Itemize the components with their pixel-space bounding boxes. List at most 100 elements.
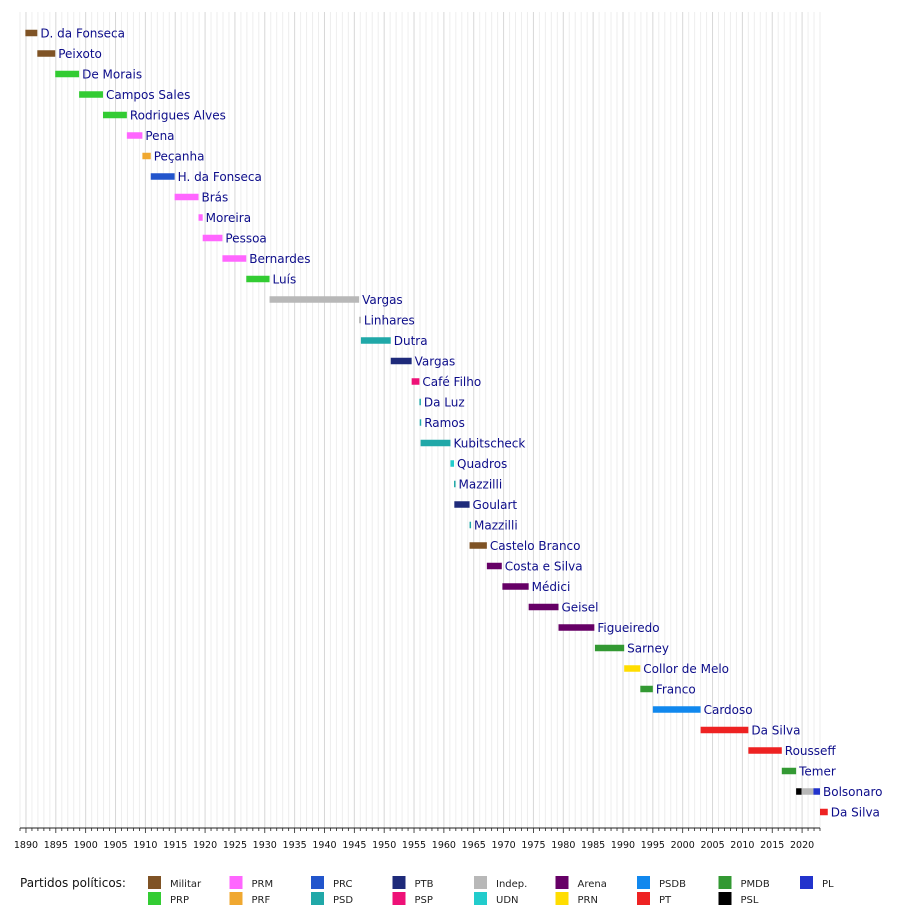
president-bar <box>55 70 80 78</box>
president-bar <box>796 788 802 795</box>
legend-label: UDN <box>496 895 519 906</box>
president-label: Mazzilli <box>459 478 503 492</box>
president-bar <box>269 296 360 303</box>
legend-swatch <box>392 892 406 905</box>
president-label: Vargas <box>415 355 456 369</box>
legend-swatch <box>229 892 243 905</box>
tick-label: 1960 <box>432 840 456 851</box>
legend-label: PSD <box>333 895 353 906</box>
president-bar <box>594 644 625 652</box>
tick-label: 1980 <box>551 840 575 851</box>
tick-label: 1910 <box>133 840 157 851</box>
president-label: Vargas <box>362 293 403 307</box>
president-label: Bolsonaro <box>823 785 882 799</box>
legend-swatch <box>800 876 813 889</box>
president-bar <box>419 398 421 406</box>
tick-label: 2000 <box>671 840 695 851</box>
tick-label: 1905 <box>103 840 127 851</box>
president-bar <box>454 501 470 508</box>
president-bar <box>411 378 420 385</box>
legend-swatch <box>555 876 569 889</box>
president-label: Da Luz <box>424 396 465 410</box>
president-label: H. da Fonseca <box>178 170 262 184</box>
president-label: De Morais <box>82 68 142 82</box>
tick-label: 1970 <box>491 840 515 851</box>
x-axis: 1890 1895 1900 1905 1910 1915 1920 1925 1930 1935… <box>14 827 821 851</box>
president-bar <box>79 91 103 98</box>
legend-swatch <box>148 892 161 905</box>
president-bar <box>528 603 559 611</box>
tick-label: 2010 <box>730 840 754 851</box>
tick-label: 2005 <box>700 840 724 851</box>
president-bar <box>820 808 828 816</box>
president-label: Pena <box>145 129 174 143</box>
president-bar <box>748 747 782 754</box>
president-label: Figueiredo <box>597 621 659 635</box>
president-label: Castelo Branco <box>490 539 581 553</box>
legend-label: PT <box>659 895 672 906</box>
president-bar <box>202 234 223 242</box>
president-bar <box>222 255 247 262</box>
president-bar <box>360 337 391 344</box>
president-label: Collor de Melo <box>643 662 729 676</box>
legend-label: PL <box>822 879 834 890</box>
legend-swatch <box>311 876 324 889</box>
president-label: Kubitscheck <box>453 437 525 451</box>
legend-label: PRC <box>333 879 352 890</box>
legend-label: PSL <box>741 895 759 906</box>
president-bar <box>198 214 203 221</box>
president-label: Café Filho <box>422 375 481 389</box>
tick-label: 1995 <box>641 840 665 851</box>
president-bars <box>25 29 828 816</box>
legend-label: Militar <box>170 879 202 890</box>
president-bar <box>420 439 451 447</box>
president-bar <box>150 173 175 180</box>
legend-swatch <box>637 892 650 905</box>
tick-label: 1890 <box>14 840 38 851</box>
president-bar <box>502 583 529 590</box>
legend-swatch <box>637 876 650 889</box>
tick-label: 1900 <box>74 840 98 851</box>
president-label: Franco <box>656 683 696 697</box>
legend-label: PMDB <box>741 879 770 890</box>
tick-label: 1940 <box>312 840 336 851</box>
legend-swatch <box>474 892 487 905</box>
president-label: Temer <box>798 765 836 779</box>
tick-label: 1975 <box>521 840 545 851</box>
tick-label: 1990 <box>611 840 635 851</box>
president-label: Da Silva <box>831 806 880 820</box>
legend-label: PRN <box>578 895 598 906</box>
president-label: Linhares <box>364 314 415 328</box>
president-bar <box>813 788 820 795</box>
president-bar <box>142 152 151 160</box>
president-bar <box>469 521 472 529</box>
president-label: Geisel <box>562 601 599 615</box>
president-label: Médici <box>532 580 571 594</box>
president-label: Goulart <box>473 498 518 512</box>
president-label: Brás <box>202 191 229 205</box>
tick-label: 1930 <box>253 840 277 851</box>
president-label: Ramos <box>424 416 465 430</box>
president-bar <box>126 132 143 139</box>
president-bar <box>390 357 412 365</box>
tick-label: 1935 <box>283 840 307 851</box>
president-label: Moreira <box>206 211 251 225</box>
legend-swatch <box>718 876 732 889</box>
president-bar <box>652 706 701 713</box>
legend-label: Indep. <box>496 879 527 890</box>
president-label: D. da Fonseca <box>40 27 125 41</box>
president-bar <box>801 788 814 795</box>
tick-label: 1920 <box>193 840 217 851</box>
president-label: Dutra <box>394 334 428 348</box>
legend: Partidos políticos: Militar PRP PRM PRF PRC P… <box>20 876 834 906</box>
president-label: Quadros <box>457 457 507 471</box>
tick-label: 1950 <box>372 840 396 851</box>
president-label: Cardoso <box>704 703 753 717</box>
tick-label: 1895 <box>44 840 68 851</box>
legend-label: PRM <box>252 879 274 890</box>
tick-label: 2020 <box>790 840 814 851</box>
grid-lines <box>19 12 821 828</box>
legend-title: Partidos políticos: <box>20 876 126 890</box>
president-label: Costa e Silva <box>505 560 583 574</box>
